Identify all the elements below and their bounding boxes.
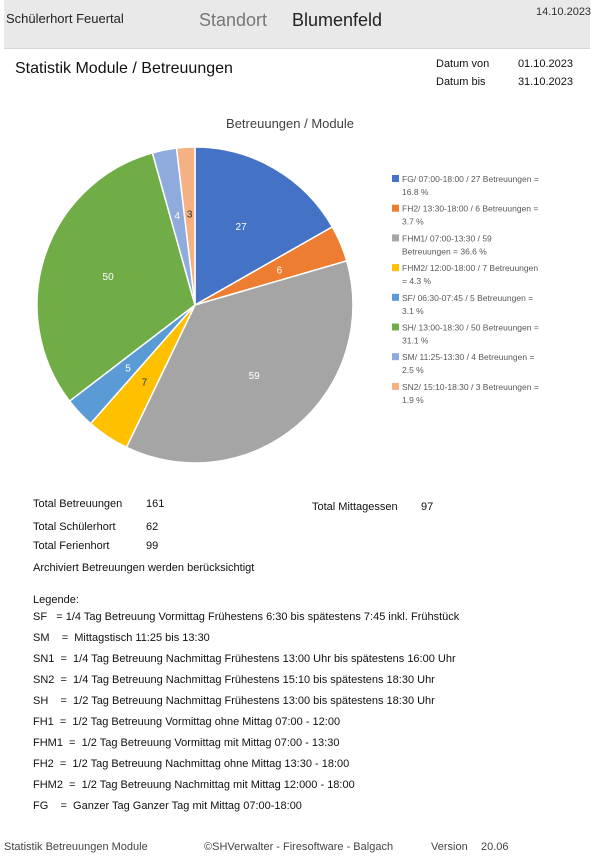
archived-note: Archiviert Betreuungen werden berücksich… bbox=[33, 562, 255, 574]
page-title: Statistik Module / Betreuungen bbox=[15, 60, 233, 77]
chart-title: Betreuungen / Module bbox=[226, 116, 354, 131]
legend-entry-text: SM/ 11:25-13:30 / 4 Betreuungen = bbox=[402, 352, 534, 362]
legend-entry-text: FHM2/ 12:00-18:00 / 7 Betreuungen bbox=[402, 263, 538, 273]
legend-swatch bbox=[392, 382, 399, 390]
abbreviation-legend-item: SN2 = 1/4 Tag Betreuung Nachmittag Frühe… bbox=[33, 674, 435, 686]
total-mittagessen-value: 97 bbox=[421, 501, 434, 513]
total-betreuungen-value: 161 bbox=[146, 498, 165, 510]
chart-legend: FG/ 07:00-18:00 / 27 Betreuungen = 16.8 %… bbox=[392, 174, 539, 405]
total-mittagessen-label: Total Mittagessen bbox=[312, 501, 398, 513]
abbreviation-legend-item: SF = 1/4 Tag Betreuung Vormittag Frühest… bbox=[33, 611, 460, 623]
pie-data-label: 59 bbox=[249, 371, 261, 382]
legend-entry-text: FG/ 07:00-18:00 / 27 Betreuungen = bbox=[402, 174, 539, 184]
pie-slice-labels: 27 6 59 75 50 4 3 bbox=[103, 210, 283, 389]
abbreviation-legend-item: SN1 = 1/4 Tag Betreuung Nachmittag Frühe… bbox=[33, 653, 456, 665]
header-bar bbox=[4, 0, 590, 49]
total-schuelerhort-label: Total Schülerhort bbox=[33, 521, 116, 533]
abbreviation-legend-item: FG = Ganzer Tag Ganzer Tag mit Mittag 07… bbox=[33, 800, 302, 812]
footer-version-value: 20.06 bbox=[481, 841, 509, 853]
footer-report-name: Statistik Betreuungen Module bbox=[4, 841, 148, 853]
legend-entry-text: = 4.3 % bbox=[402, 276, 432, 286]
pie-slices bbox=[36, 146, 354, 464]
legend-entry-text: 16.8 % bbox=[402, 187, 429, 197]
pie-data-label: 5 bbox=[125, 364, 131, 375]
abbreviation-legend-title: Legende: bbox=[33, 594, 79, 606]
legend-entry-text: Betreuungen = 36.6 % bbox=[402, 246, 487, 256]
abbreviation-legend: Legende: SF = 1/4 Tag Betreuung Vormitta… bbox=[33, 594, 573, 821]
abbreviation-legend-item: SH = 1/2 Tag Betreuung Nachmittag Frühes… bbox=[33, 695, 435, 707]
pie-data-label: 3 bbox=[187, 210, 193, 221]
pie-slice-sh bbox=[36, 151, 196, 403]
date-from-value: 01.10.2023 bbox=[517, 58, 573, 70]
abbreviation-legend-item: FH2 = 1/2 Tag Betreuung Nachmittag ohne … bbox=[33, 758, 350, 770]
legend-swatch bbox=[392, 175, 399, 182]
date-from-label: Datum von bbox=[436, 58, 490, 70]
total-betreuungen-label: Total Betreuungen bbox=[33, 498, 123, 510]
date-to-label: Datum bis bbox=[436, 76, 486, 88]
total-schuelerhort-value: 62 bbox=[146, 521, 159, 533]
pie-data-label: 27 bbox=[236, 222, 248, 233]
legend-entry-text: FH2/ 13:30-18:00 / 6 Betreuungen = bbox=[402, 204, 538, 214]
legend-swatch bbox=[392, 264, 399, 272]
pie-slice-fhm1 bbox=[125, 259, 354, 464]
abbreviation-legend-items: SF = 1/4 Tag Betreuung Vormittag Frühest… bbox=[33, 611, 573, 821]
total-ferienhort-label: Total Ferienhort bbox=[33, 540, 110, 552]
location-label: Standort bbox=[199, 10, 268, 30]
pie-data-label: 6 bbox=[277, 265, 283, 276]
pie-chart: Betreuungen / Module 27 6 59 75 50 4 3 FG/ 07:… bbox=[36, 116, 539, 464]
footer-version-label: Version bbox=[431, 841, 468, 853]
legend-entry-text: FHM1/ 07:00-13:30 / 59 bbox=[402, 233, 492, 243]
legend-entry-text: 2.5 % bbox=[402, 365, 424, 375]
app-title: Schülerhort Feuertal bbox=[6, 11, 124, 26]
print-date: 14.10.2023 bbox=[536, 6, 592, 18]
legend-entry-text: 1.9 % bbox=[402, 395, 424, 405]
total-ferienhort-value: 99 bbox=[146, 540, 159, 552]
legend-entry-text: 3.7 % bbox=[402, 217, 424, 227]
pie-data-label: 4 bbox=[174, 211, 180, 222]
legend-swatch bbox=[392, 353, 399, 361]
abbreviation-legend-item: FHM2 = 1/2 Tag Betreuung Nachmittag mit … bbox=[33, 779, 355, 791]
legend-entry-text: SH/ 13:00-18:30 / 50 Betreuungen = bbox=[402, 323, 539, 333]
pie-data-label: 7 bbox=[142, 377, 148, 388]
pie-slice-fg bbox=[194, 146, 334, 307]
abbreviation-legend-item: FHM1 = 1/2 Tag Betreuung Vormittag mit M… bbox=[33, 737, 340, 749]
pie-data-label: 50 bbox=[103, 272, 115, 283]
legend-swatch bbox=[392, 323, 399, 331]
pie-slice-sn2 bbox=[175, 146, 196, 306]
legend-swatch bbox=[392, 293, 399, 301]
abbreviation-legend-item: SM = Mittagstisch 11:25 bis 13:30 bbox=[33, 632, 210, 644]
abbreviation-legend-item: FH1 = 1/2 Tag Betreuung Vormittag ohne M… bbox=[33, 716, 341, 728]
legend-entry-text: SN2/ 15:10-18:30 / 3 Betreuungen = bbox=[402, 382, 539, 392]
legend-entry-text: 3.1 % bbox=[402, 306, 424, 316]
location-value: Blumenfeld bbox=[292, 10, 383, 30]
legend-entry-text: 31.1 % bbox=[402, 336, 429, 346]
legend-swatch bbox=[392, 204, 399, 212]
footer-copyright: ©SHVerwalter - Firesoftware - Balgach bbox=[204, 841, 394, 853]
legend-entry-text: SF/ 06:30-07:45 / 5 Betreuungen = bbox=[402, 293, 533, 303]
date-to-value: 31.10.2023 bbox=[517, 76, 573, 88]
legend-swatch bbox=[392, 234, 399, 242]
